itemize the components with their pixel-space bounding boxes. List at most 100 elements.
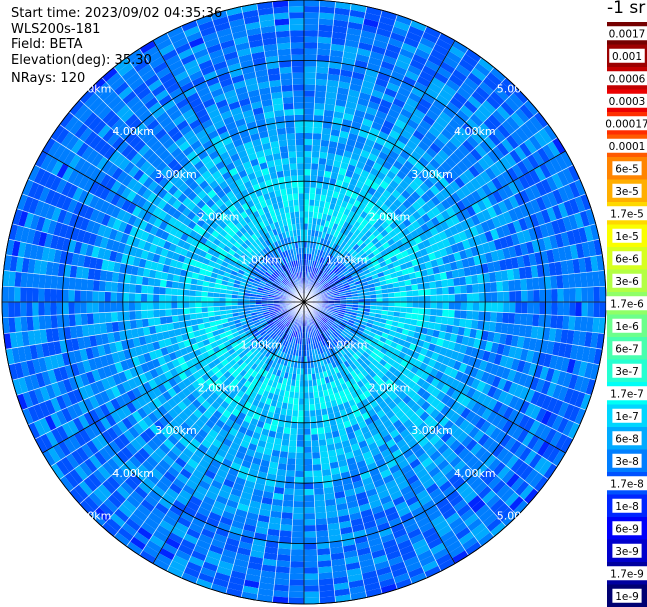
range-bin-cell (259, 346, 266, 354)
range-bin-cell (219, 516, 234, 527)
range-bin-cell (499, 433, 512, 448)
range-bin-cell (98, 302, 105, 313)
range-bin-cell (530, 265, 539, 279)
range-bin-cell (363, 520, 377, 530)
range-bin-cell (510, 358, 520, 372)
range-bin-cell (315, 261, 320, 269)
range-bin-cell (415, 407, 426, 418)
range-bin-cell (313, 317, 318, 323)
range-bin-cell (377, 463, 390, 474)
range-bin-cell (474, 446, 488, 460)
range-bin-cell (574, 179, 586, 196)
range-bin-cell (429, 450, 442, 462)
range-bin-cell (304, 525, 317, 532)
range-bin-cell (230, 488, 243, 498)
range-bin-cell (556, 274, 564, 289)
range-bin-cell (280, 317, 287, 323)
range-bin-cell (546, 412, 558, 429)
range-bin-cell (364, 338, 372, 345)
range-bin-cell (467, 256, 476, 267)
range-bin-cell (429, 158, 441, 170)
range-bin-cell (579, 377, 590, 394)
range-bin-cell (92, 302, 99, 314)
range-bin-cell (182, 484, 196, 496)
range-bin-cell (8, 271, 16, 287)
range-bin-cell (336, 422, 346, 431)
range-bin-cell (291, 416, 298, 423)
range-bin-cell (322, 316, 329, 322)
range-bin-cell (245, 350, 253, 358)
range-bin-cell (139, 431, 152, 444)
range-bin-cell (472, 161, 485, 175)
range-bin-cell (356, 357, 364, 365)
range-bin-cell (237, 445, 248, 455)
range-bin-cell (195, 307, 202, 314)
range-bin-cell (159, 286, 166, 295)
range-bin-cell (341, 267, 348, 274)
range-bin-cell (317, 42, 332, 50)
range-bin-cell (417, 549, 433, 562)
range-bin-cell (186, 528, 201, 540)
ray-separator (303, 137, 558, 303)
range-bin-cell (445, 79, 461, 92)
range-bin-cell (406, 290, 413, 297)
range-bin-cell (405, 284, 413, 292)
range-bin-cell (316, 268, 321, 276)
range-bin-cell (182, 432, 194, 443)
range-bin-cell (363, 576, 380, 586)
range-bin-cell (286, 403, 294, 411)
range-bin-cell (593, 286, 600, 302)
range-bin-cell (357, 347, 366, 355)
range-bin-cell (567, 164, 580, 182)
range-bin-cell (391, 145, 403, 156)
range-bin-cell (261, 564, 277, 573)
range-bin-cell (279, 451, 289, 459)
range-bin-cell (376, 423, 387, 433)
range-bin-cell (167, 408, 179, 420)
range-bin-cell (338, 263, 345, 270)
range-bin-cell (514, 443, 527, 459)
range-bin-cell (484, 230, 494, 243)
range-bin-cell (397, 134, 410, 145)
range-bin-cell (249, 500, 262, 509)
range-bin-cell (394, 533, 410, 545)
range-bin-cell (215, 495, 229, 505)
range-bin-cell (272, 443, 282, 452)
range-bin-cell (323, 258, 329, 266)
range-bin-cell (410, 403, 421, 414)
range-bin-cell (304, 96, 315, 103)
range-bin-cell (221, 549, 237, 559)
range-bin-cell (563, 387, 574, 404)
range-bin-cell (406, 399, 417, 409)
range-bin-cell (304, 108, 315, 116)
range-bin-cell (346, 365, 354, 373)
range-bin-cell (469, 328, 477, 339)
range-bin-cell (389, 129, 401, 140)
range-bin-cell (344, 556, 360, 565)
range-bin-cell (502, 312, 510, 324)
range-bin-cell (186, 500, 200, 512)
range-bin-cell (433, 153, 445, 166)
range-bin-cell (380, 229, 389, 238)
range-bin-cell (593, 302, 600, 318)
range-bin-cell (435, 213, 446, 224)
range-bin-cell (418, 436, 430, 448)
range-bin-cell (352, 299, 359, 302)
range-bin-cell (141, 318, 149, 328)
range-bin-cell (374, 77, 389, 88)
range-bin-cell (364, 272, 372, 279)
range-bin-cell (490, 302, 498, 313)
range-bin-cell (452, 114, 466, 127)
range-bin-cell (186, 383, 197, 394)
ray-separator (303, 301, 383, 594)
range-bin-cell (467, 95, 482, 109)
range-bin-cell (332, 160, 342, 168)
range-bin-cell (552, 204, 563, 220)
range-bin-cell (422, 477, 436, 490)
range-bin-cell (343, 360, 351, 368)
range-bin-cell (133, 531, 150, 546)
range-bin-cell (557, 385, 569, 402)
range-bin-cell (325, 276, 331, 282)
ray-separator (303, 223, 596, 303)
range-bin-cell (319, 270, 324, 277)
